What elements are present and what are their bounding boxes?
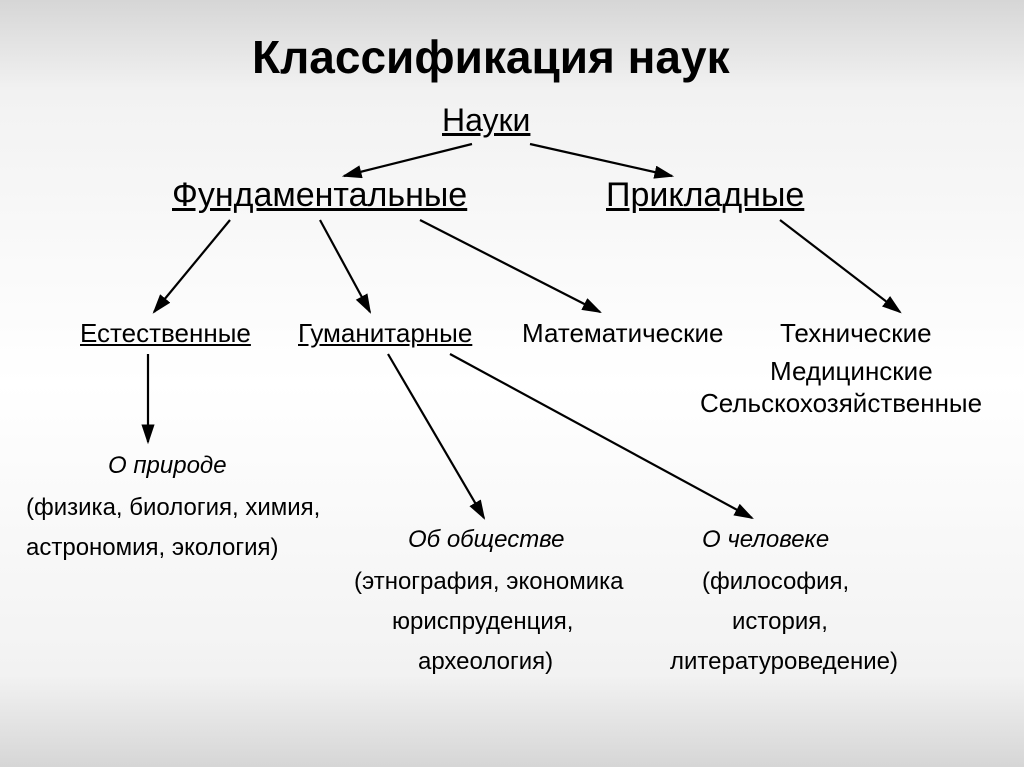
- branch-fundamental: Фундаментальные: [172, 176, 467, 215]
- cat-technical: Технические: [780, 318, 932, 349]
- human-line2: история,: [732, 608, 828, 636]
- human-heading: О человеке: [702, 526, 829, 554]
- natural-heading: О природе: [108, 452, 227, 480]
- root-node: Науки: [442, 102, 530, 139]
- diagram-title: Классификация наук: [252, 30, 730, 84]
- society-line1: (этнография, экономика: [354, 568, 623, 596]
- cat-mathematical: Математические: [522, 318, 723, 349]
- society-line2: юриспруденция,: [392, 608, 573, 636]
- society-line3: археология): [418, 648, 553, 676]
- human-line1: (философия,: [702, 568, 849, 596]
- society-heading: Об обществе: [408, 526, 565, 554]
- natural-line2: астрономия, экология): [26, 534, 278, 562]
- human-line3: литературоведение): [670, 648, 898, 676]
- branch-applied: Прикладные: [606, 176, 804, 215]
- cat-agricultural: Сельскохозяйственные: [700, 388, 982, 419]
- cat-medical: Медицинские: [770, 356, 933, 387]
- natural-line1: (физика, биология, химия,: [26, 494, 320, 522]
- cat-natural: Естественные: [80, 318, 251, 349]
- cat-humanitarian: Гуманитарные: [298, 318, 472, 349]
- diagram-stage: Классификация наук Науки Фундаментальные…: [0, 0, 1024, 767]
